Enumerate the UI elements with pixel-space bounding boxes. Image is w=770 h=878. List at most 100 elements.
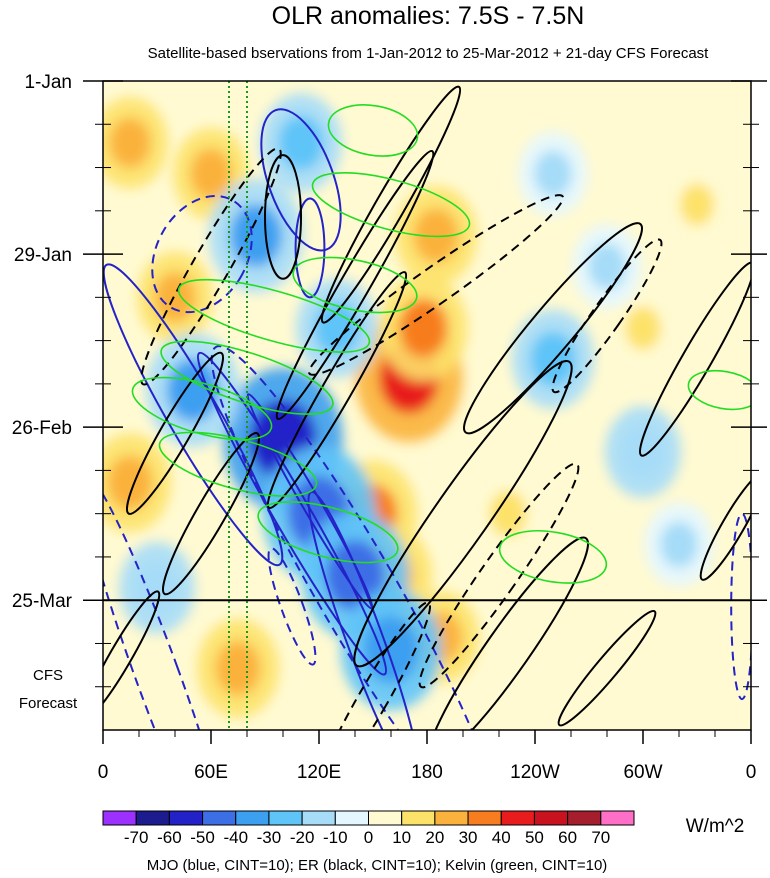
colorbar-label-12: 50 <box>525 828 544 847</box>
colorbar-box-10 <box>434 810 469 826</box>
forecast-label-line-2: Forecast <box>19 695 78 712</box>
field-blob-core-17 <box>363 616 419 683</box>
kelvin-contour-6 <box>327 104 419 157</box>
chart-title: OLR anomalies: 7.5S - 7.5N <box>272 2 585 30</box>
field-blob-core-1 <box>399 299 448 358</box>
x-tick-label-4: 120W <box>510 762 560 783</box>
er-contour-2 <box>266 271 408 510</box>
kelvin-contour-0 <box>177 278 371 353</box>
er-contour-8 <box>161 432 261 596</box>
er-contour-13 <box>264 154 302 280</box>
field-blob-core-7 <box>107 455 153 510</box>
colorbar-label-9: 20 <box>425 828 444 847</box>
field-blob-core-19 <box>230 204 282 267</box>
colorbar-box-15 <box>600 810 635 826</box>
plot-area: 1-Jan 29-Jan 26-Feb 25-Mar 0 60E 120E 180 120W 6… <box>12 72 767 783</box>
colorbar-box-5 <box>268 810 303 826</box>
wave-filtered-contours <box>103 81 751 730</box>
mjo-contour-8 <box>103 469 235 730</box>
colorbar-box-9 <box>401 810 436 826</box>
y-axis: 1-Jan 29-Jan 26-Feb 25-Mar <box>12 72 767 688</box>
field-blob-core-25 <box>659 521 699 568</box>
y-tick-label-1: 29-Jan <box>14 245 72 266</box>
mjo-contour-9 <box>730 512 751 701</box>
colorbar-label-6: -10 <box>323 828 348 847</box>
mjo-contour-0 <box>196 351 388 676</box>
field-blob-core-8 <box>154 272 196 323</box>
colorbar-label-8: 10 <box>392 828 411 847</box>
kelvin-contour-3 <box>158 431 318 497</box>
kelvin-contour-4 <box>257 501 399 564</box>
colorbar-label-7: 0 <box>364 828 373 847</box>
colorbar-label-2: -50 <box>190 828 215 847</box>
colorbar-box-0 <box>102 810 137 826</box>
colorbar-box-1 <box>135 810 170 826</box>
er-contour-6 <box>427 536 589 730</box>
colorbar-box-8 <box>368 810 403 826</box>
field-blob-core-16 <box>325 540 385 611</box>
er-contour-14 <box>638 261 751 457</box>
er-contour-4 <box>463 222 643 435</box>
mjo-contour-3 <box>210 345 500 730</box>
colorbar-label-5: -20 <box>290 828 315 847</box>
field-blob-core-11 <box>488 490 528 537</box>
colorbar-box-13 <box>533 810 569 826</box>
kelvin-contour-9 <box>687 369 751 411</box>
y-tick-label-2: 26-Feb <box>12 418 72 439</box>
colorbar-box-14 <box>567 810 602 826</box>
colorbar-box-7 <box>334 810 369 826</box>
er-contour-11 <box>557 609 657 727</box>
colorbar-label-10: 30 <box>459 828 478 847</box>
kelvin-contour-1 <box>160 340 334 415</box>
colorbar-box-3 <box>202 810 237 826</box>
field-blob-core-23 <box>622 426 664 478</box>
er-contour-12 <box>140 147 282 386</box>
field-blob-core-27 <box>587 243 627 290</box>
footer-caption: MJO (blue, CINT=10); ER (black, CINT=10)… <box>147 857 608 874</box>
colorbar-units: W/m^2 <box>686 816 745 837</box>
colorbar-label-3: -40 <box>223 828 248 847</box>
x-tick-label-6: 0 <box>746 762 757 783</box>
colorbar-box-2 <box>168 810 204 826</box>
mjo-contour-6 <box>294 197 326 299</box>
x-tick-label-2: 120E <box>297 762 341 783</box>
field-blob-core-4 <box>413 208 459 263</box>
er-contour-9 <box>125 351 225 515</box>
er-contour-10 <box>103 590 161 722</box>
x-tick-label-3: 180 <box>411 762 443 783</box>
field-blob-core-9 <box>109 117 151 168</box>
colorbar-label-4: -30 <box>257 828 282 847</box>
colorbar-label-13: 60 <box>558 828 577 847</box>
mjo-contour-4 <box>103 263 284 567</box>
x-axis: 0 60E 120E 180 120W 60W 0 <box>98 730 757 783</box>
y-tick-label-3: 25-Mar <box>12 591 73 612</box>
field-blob-core-20 <box>278 115 324 171</box>
colorbar: -70 -60 -50 -40 -30 -20 -10 0 10 20 30 40 50 60 70 <box>102 810 635 847</box>
er-contour-16 <box>418 462 580 689</box>
field-blob-core-12 <box>624 306 662 351</box>
colorbar-label-0: -70 <box>124 828 149 847</box>
colorbar-label-11: 40 <box>492 828 511 847</box>
x-tick-label-0: 0 <box>98 762 109 783</box>
x-tick-label-5: 60W <box>623 762 662 783</box>
field-blob-core-13 <box>679 183 715 226</box>
colorbar-box-11 <box>467 810 502 826</box>
colorbar-box-6 <box>301 810 336 826</box>
kelvin-contour-7 <box>292 256 418 314</box>
kelvin-contour-8 <box>498 530 608 584</box>
colorbar-label-1: -60 <box>157 828 182 847</box>
x-tick-label-1: 60E <box>194 762 228 783</box>
y-tick-label-0: 1-Jan <box>24 72 72 93</box>
er-contour-0 <box>275 149 435 420</box>
kelvin-contour-5 <box>311 172 471 238</box>
er-contour-17 <box>314 601 432 730</box>
mjo-contour-7 <box>151 195 253 314</box>
er-contour-1 <box>320 85 462 324</box>
field-blob-core-24 <box>533 150 573 197</box>
field-blob-core-10 <box>190 148 232 199</box>
field-blob-core-6 <box>215 640 261 696</box>
colorbar-box-4 <box>235 810 270 826</box>
mjo-contour-5 <box>260 108 342 252</box>
mjo-contour-10 <box>267 547 317 666</box>
